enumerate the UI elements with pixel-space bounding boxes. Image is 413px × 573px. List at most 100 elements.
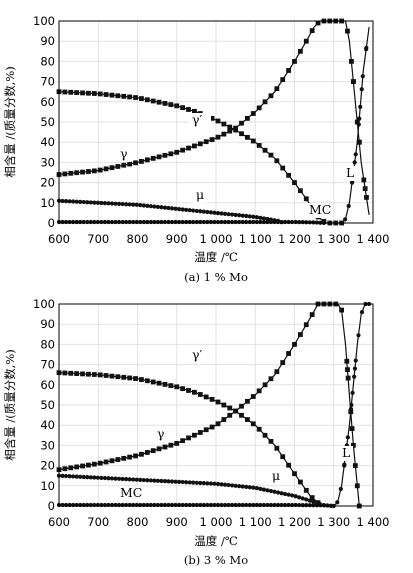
- cb-data-point: [268, 438, 274, 444]
- cb-y-tick-label: 100: [33, 297, 55, 311]
- ca-data-point: [91, 168, 97, 174]
- ca-data-point: [127, 202, 132, 207]
- cb-data-point: [85, 475, 90, 480]
- ca-data-point: [97, 91, 103, 97]
- ca-annotation-bg: [306, 203, 328, 218]
- cb-data-point: [245, 417, 250, 422]
- cb-data-point: [274, 445, 280, 451]
- ca-data-point: [352, 160, 357, 165]
- cb-data-point: [95, 475, 100, 480]
- cb-data-point: [91, 372, 97, 377]
- cb-data-point: [148, 478, 153, 483]
- ca-data-point: [192, 143, 197, 149]
- cb-data-point: [297, 479, 303, 485]
- cb-series-annotation: γ′: [192, 347, 202, 362]
- cb-data-point: [300, 496, 305, 501]
- cb-data-point: [348, 406, 354, 412]
- cb-data-point: [352, 374, 357, 379]
- cb-data-point: [74, 371, 80, 376]
- ca-data-point: [145, 203, 150, 208]
- ca-data-point: [63, 199, 69, 204]
- cb-data-point: [215, 399, 221, 405]
- ca-data-point: [250, 138, 256, 144]
- cb-x-tick-label: 1 000: [200, 515, 233, 529]
- cb-data-point: [68, 370, 74, 376]
- ca-series-line: [341, 27, 370, 224]
- cb-y-tick-label: 60: [40, 378, 55, 392]
- cb-x-tick-label: 600: [48, 515, 70, 529]
- ca-y-tick-label: 80: [40, 54, 55, 68]
- cb-data-point: [74, 464, 80, 470]
- ca-data-point: [245, 115, 250, 121]
- cb-data-point: [282, 491, 288, 497]
- cb-data-point: [335, 500, 340, 505]
- cb-data-point: [339, 307, 344, 313]
- cb-caption: (b) 3 % Mo: [184, 553, 248, 567]
- ca-plot-frame: [58, 20, 374, 224]
- cb-data-point: [131, 477, 136, 482]
- cb-data-point: [280, 360, 286, 365]
- ca-data-point: [68, 170, 74, 176]
- ca-series-markers: [56, 89, 344, 226]
- ca-series-annotation: μ: [196, 187, 204, 202]
- ca-data-point: [303, 38, 309, 44]
- cb-data-point: [237, 484, 242, 489]
- ca-data-point: [197, 141, 203, 147]
- cb-data-point: [258, 486, 263, 491]
- ca-data-point: [286, 68, 292, 73]
- ca-data-point: [159, 205, 164, 210]
- ca-data-point: [303, 196, 309, 202]
- ca-x-tick-label: 600: [48, 232, 70, 246]
- ca-data-point: [86, 169, 91, 174]
- ca-data-point: [250, 111, 256, 116]
- cb-data-point: [174, 384, 180, 390]
- cb-data-point: [303, 322, 309, 328]
- cb-data-point: [247, 485, 252, 490]
- ca-data-point: [215, 211, 221, 216]
- ca-data-point: [191, 208, 196, 213]
- cb-data-point: [102, 475, 108, 481]
- ca-data-point: [80, 90, 85, 96]
- ca-data-point: [121, 162, 127, 168]
- cb-data-point: [303, 487, 309, 493]
- cb-data-point: [344, 358, 350, 364]
- cb-data-point: [109, 373, 115, 379]
- cb-data-point: [203, 427, 209, 433]
- ca-data-point: [360, 74, 365, 79]
- ca-data-point: [116, 201, 122, 206]
- cb-data-point: [159, 478, 164, 484]
- ca-data-point: [226, 212, 231, 217]
- cb-data-point: [250, 421, 256, 427]
- ca-data-point: [268, 152, 274, 158]
- cb-data-point: [222, 482, 228, 487]
- ca-data-point: [346, 203, 351, 209]
- ca-data-point: [67, 199, 72, 204]
- cb-data-point: [215, 481, 221, 487]
- ca-data-point: [97, 167, 103, 173]
- cb-annotation-bg: [189, 348, 211, 363]
- ca-data-point: [102, 201, 108, 206]
- ca-data-point: [162, 205, 168, 210]
- ca-series-markers: [339, 45, 369, 226]
- ca-data-point: [162, 152, 168, 158]
- cb-data-point: [173, 479, 178, 484]
- cb-data-point: [309, 312, 315, 318]
- ca-series-1: [56, 89, 346, 226]
- ca-y-tick-label: 60: [40, 95, 55, 109]
- ca-data-point: [215, 118, 221, 124]
- cb-data-point: [239, 403, 244, 409]
- cb-data-point: [203, 394, 209, 400]
- ca-data-point: [239, 120, 244, 126]
- ca-data-point: [221, 121, 227, 127]
- cb-data-point: [309, 495, 315, 500]
- ca-data-point: [254, 215, 259, 220]
- ca-data-point: [103, 92, 109, 97]
- ca-y-tick-label: 70: [40, 75, 55, 89]
- cb-data-point: [78, 474, 83, 479]
- cb-y-tick-label: 90: [40, 317, 55, 331]
- ca-data-point: [150, 155, 156, 161]
- cb-data-point: [60, 473, 65, 478]
- ca-series-annotation: γ: [120, 146, 127, 161]
- cb-data-point: [229, 483, 235, 488]
- ca-data-point: [364, 195, 369, 200]
